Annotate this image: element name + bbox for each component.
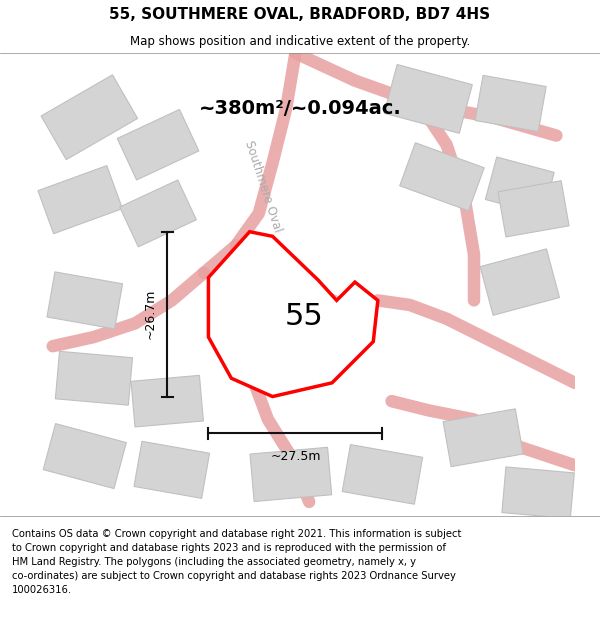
Text: Southmere Oval: Southmere Oval — [242, 139, 284, 233]
Polygon shape — [485, 157, 554, 215]
Polygon shape — [117, 109, 199, 180]
Text: 55: 55 — [284, 302, 323, 331]
Polygon shape — [55, 351, 133, 405]
Polygon shape — [400, 142, 484, 211]
Text: ~26.7m: ~26.7m — [143, 289, 156, 339]
Polygon shape — [498, 181, 569, 237]
Text: ~380m²/~0.094ac.: ~380m²/~0.094ac. — [199, 99, 401, 118]
Polygon shape — [342, 444, 422, 504]
Text: Map shows position and indicative extent of the property.: Map shows position and indicative extent… — [130, 35, 470, 48]
Polygon shape — [475, 76, 546, 132]
Polygon shape — [480, 249, 559, 315]
Polygon shape — [250, 448, 332, 501]
Text: Contains OS data © Crown copyright and database right 2021. This information is : Contains OS data © Crown copyright and d… — [12, 529, 461, 595]
Text: 55, SOUTHMERE OVAL, BRADFORD, BD7 4HS: 55, SOUTHMERE OVAL, BRADFORD, BD7 4HS — [109, 8, 491, 22]
Polygon shape — [208, 232, 378, 397]
Polygon shape — [134, 441, 209, 498]
Text: ~27.5m: ~27.5m — [270, 449, 320, 462]
Polygon shape — [250, 267, 341, 352]
Polygon shape — [131, 376, 203, 427]
Polygon shape — [120, 180, 196, 247]
Polygon shape — [43, 424, 127, 489]
Polygon shape — [38, 166, 122, 234]
Polygon shape — [41, 75, 137, 159]
Polygon shape — [502, 467, 574, 519]
Polygon shape — [47, 272, 122, 329]
Polygon shape — [384, 64, 472, 133]
Polygon shape — [443, 409, 523, 467]
